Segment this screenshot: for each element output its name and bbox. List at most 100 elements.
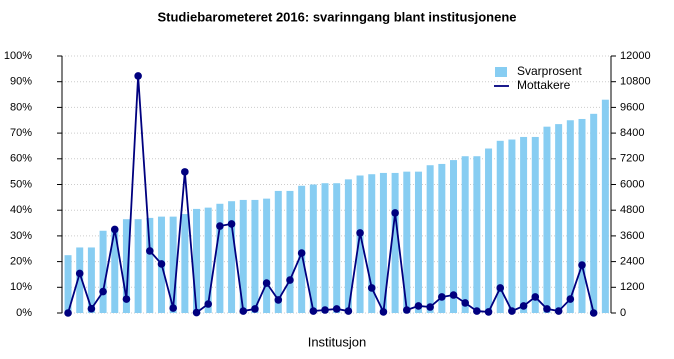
bar — [543, 126, 551, 313]
point — [99, 287, 107, 296]
bar — [169, 216, 177, 313]
bar — [590, 113, 598, 313]
y2-tick-label: 1200 — [620, 281, 644, 293]
y2-tick-label: 2400 — [620, 256, 644, 268]
bar — [555, 124, 563, 313]
bar — [426, 165, 434, 313]
bar — [473, 156, 481, 313]
y2-tick-label: 9600 — [620, 101, 644, 113]
bar — [263, 198, 271, 313]
y2-tick-label: 8400 — [620, 127, 644, 139]
bar — [461, 156, 469, 313]
point — [531, 293, 540, 301]
y2-tick-label: 6000 — [620, 178, 644, 190]
point — [356, 229, 364, 237]
point — [181, 168, 189, 176]
point — [496, 284, 505, 292]
chart-title: Studiebarometeret 2016: svarinngang blan… — [157, 9, 516, 24]
point — [134, 72, 142, 80]
bar — [64, 255, 72, 313]
y2-tick-label: 3600 — [620, 230, 644, 242]
point — [262, 279, 271, 287]
point — [449, 291, 458, 299]
legend-label: Svarprosent — [517, 64, 582, 78]
point — [367, 284, 376, 292]
point — [508, 307, 516, 315]
point — [473, 307, 481, 315]
point — [75, 269, 84, 278]
bar — [391, 172, 399, 313]
bar — [122, 219, 130, 313]
point — [554, 307, 563, 315]
bar — [601, 99, 609, 313]
bar — [134, 219, 142, 313]
point — [344, 307, 353, 315]
point — [438, 293, 446, 301]
bar — [321, 183, 329, 313]
bar — [274, 190, 282, 313]
y2-tick-label: 10800 — [620, 76, 651, 88]
point — [64, 309, 72, 317]
bar — [368, 174, 376, 313]
point — [332, 305, 341, 313]
point — [309, 307, 318, 315]
point — [461, 299, 469, 307]
point — [519, 302, 528, 310]
y2-tick-label: 7200 — [620, 153, 644, 165]
bar — [99, 230, 107, 313]
bar — [520, 136, 528, 313]
point — [402, 306, 411, 314]
y2-tick-label: 0 — [620, 307, 626, 319]
bar — [76, 247, 84, 313]
point — [239, 307, 248, 315]
y-tick-label: 10% — [10, 281, 32, 293]
y-tick-label: 90% — [10, 76, 32, 88]
point — [321, 306, 329, 314]
bar — [438, 163, 446, 313]
bar — [309, 184, 317, 313]
y2-tick-label: 4800 — [620, 204, 644, 216]
point — [157, 260, 166, 268]
y-tick-label: 40% — [10, 204, 32, 216]
point — [391, 209, 399, 217]
bar — [87, 247, 95, 313]
point — [484, 308, 493, 316]
point — [251, 305, 259, 313]
bar — [181, 214, 189, 313]
point — [589, 309, 598, 317]
bar — [286, 190, 294, 313]
y-tick-label: 0% — [16, 307, 32, 319]
point — [204, 300, 213, 308]
bar — [403, 171, 411, 313]
point — [297, 249, 306, 257]
bar — [566, 120, 574, 313]
point — [286, 276, 294, 284]
bar — [239, 199, 247, 313]
point — [426, 303, 434, 311]
point — [566, 295, 575, 303]
bar — [204, 207, 212, 313]
bar — [333, 183, 341, 313]
bar — [216, 203, 224, 313]
point — [122, 295, 131, 303]
y-tick-label: 20% — [10, 256, 32, 268]
y-tick-label: 80% — [10, 101, 32, 113]
bar — [496, 140, 504, 313]
point — [379, 308, 388, 316]
y-tick-label: 60% — [10, 153, 32, 165]
point — [216, 222, 224, 230]
point — [227, 220, 236, 228]
bar — [414, 171, 422, 313]
y-tick-label: 30% — [10, 230, 32, 242]
bar — [531, 136, 539, 313]
point — [192, 308, 201, 317]
point — [414, 302, 423, 310]
bar — [146, 217, 154, 313]
legend-label: Mottakere — [517, 78, 571, 92]
y-tick-label: 70% — [10, 127, 32, 139]
bar — [193, 208, 201, 313]
y-tick-label: 50% — [10, 178, 32, 190]
point — [110, 225, 119, 234]
bar — [450, 160, 458, 313]
